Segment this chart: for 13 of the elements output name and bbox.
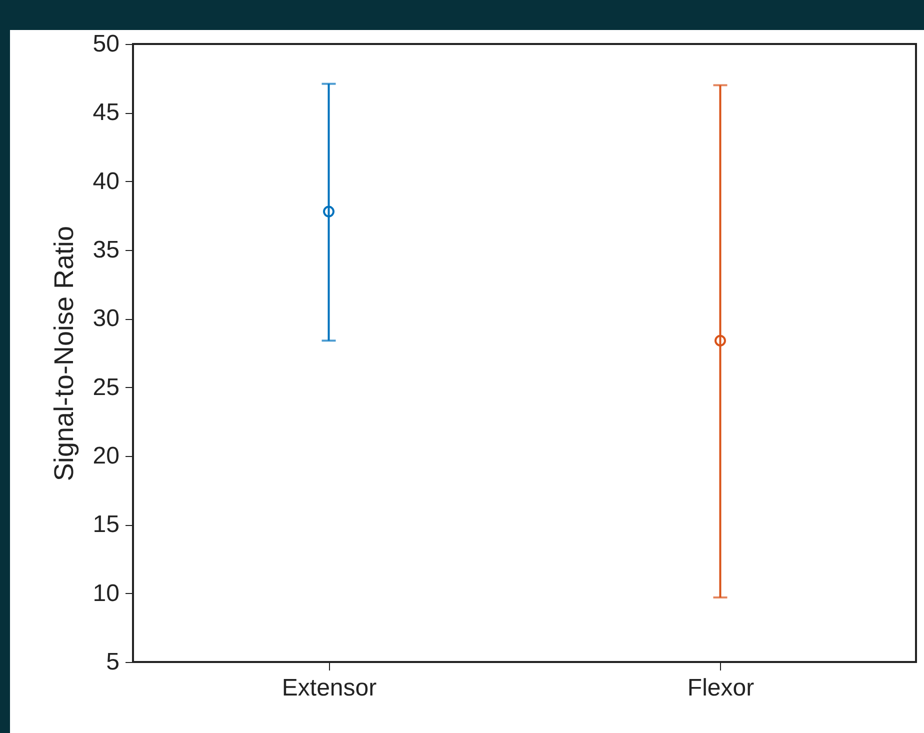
y-tick-label: 50 [92,30,120,58]
y-tick-label: 20 [92,442,120,470]
y-tick-label: 30 [92,305,120,332]
y-axis-title: Signal-to-Noise Ratio [48,226,79,482]
y-tick-label: 40 [92,168,120,195]
y-tick-label: 35 [92,236,120,264]
y-tick-label: 5 [106,648,120,676]
y-tick-label: 10 [92,580,120,607]
y-tick-label: 25 [92,374,120,401]
y-tick-label: 45 [92,99,120,126]
x-tick-label: Extensor [282,674,377,702]
x-tick-label: Flexor [687,674,754,702]
y-tick-label: 15 [92,511,120,538]
